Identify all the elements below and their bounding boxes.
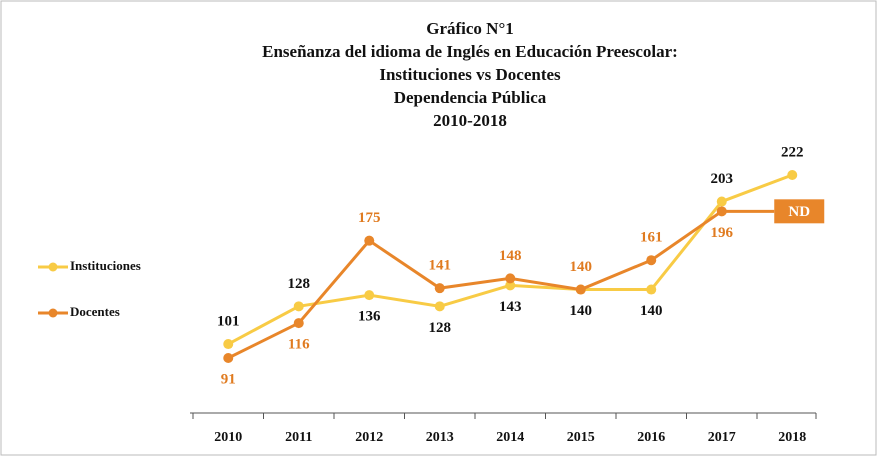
data-label: 140 <box>640 303 663 319</box>
point <box>434 301 445 312</box>
data-label: 101 <box>217 313 240 329</box>
point <box>293 318 304 329</box>
data-label: 136 <box>358 309 381 325</box>
point <box>646 284 657 295</box>
x-tick-label: 2018 <box>778 430 806 445</box>
chart-title: Instituciones vs Docentes <box>379 65 561 84</box>
data-label: 143 <box>499 299 522 315</box>
legend-marker <box>48 262 58 272</box>
nd-box <box>774 199 825 224</box>
data-label: 141 <box>429 258 452 274</box>
data-label: 222 <box>781 144 804 160</box>
data-label: 203 <box>711 171 734 187</box>
data-label: 175 <box>358 210 381 226</box>
data-label: 140 <box>570 259 593 275</box>
data-label: 128 <box>429 320 452 336</box>
point <box>575 284 586 295</box>
x-tick-label: 2011 <box>285 430 312 445</box>
point <box>293 301 304 312</box>
data-label: 91 <box>221 371 236 387</box>
point <box>223 339 234 350</box>
chart-title: Enseñanza del idioma de Inglés en Educac… <box>262 42 678 61</box>
chart-title: Gráfico N°1 <box>426 19 514 38</box>
chart-title: Dependencia Pública <box>394 88 547 107</box>
x-tick-label: 2010 <box>214 430 242 445</box>
x-tick-label: 2014 <box>496 430 524 445</box>
legend-marker <box>48 308 58 318</box>
point <box>364 290 375 301</box>
data-label: 128 <box>288 276 311 292</box>
x-tick-label: 2015 <box>567 430 595 445</box>
data-label: 140 <box>570 303 593 319</box>
x-tick-label: 2012 <box>355 430 383 445</box>
x-tick-label: 2017 <box>708 430 736 445</box>
data-label: 196 <box>711 225 734 241</box>
point <box>505 273 516 284</box>
point <box>364 235 375 246</box>
data-label: 116 <box>288 337 310 353</box>
point <box>646 255 657 266</box>
annotation: ND <box>788 204 810 220</box>
x-tick-label: 2013 <box>426 430 454 445</box>
point <box>223 353 234 363</box>
data-label: 148 <box>499 248 522 264</box>
chart-title: 2010-2018 <box>433 111 507 130</box>
series-line <box>227 210 723 360</box>
point <box>716 196 727 207</box>
point <box>505 280 516 291</box>
point <box>434 283 445 294</box>
legend-label: Instituciones <box>70 258 141 273</box>
legend-label: Docentes <box>70 304 120 319</box>
x-tick-label: 2016 <box>637 430 665 445</box>
point <box>787 170 798 180</box>
data-label: 161 <box>640 230 663 246</box>
